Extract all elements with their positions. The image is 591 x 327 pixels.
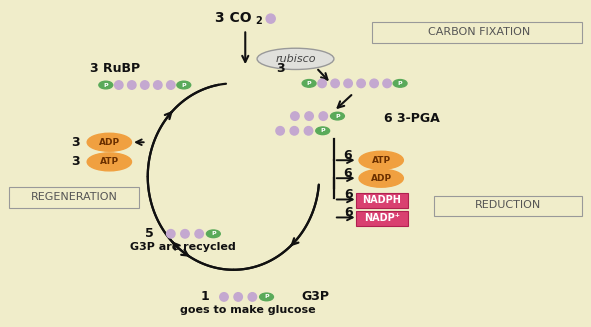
- Text: P: P: [103, 82, 108, 88]
- Ellipse shape: [383, 79, 391, 88]
- Text: 2: 2: [255, 16, 262, 26]
- Ellipse shape: [181, 230, 189, 238]
- Ellipse shape: [305, 112, 313, 120]
- Text: 3 RuBP: 3 RuBP: [90, 62, 140, 75]
- Ellipse shape: [195, 230, 203, 238]
- Ellipse shape: [290, 127, 298, 135]
- Text: REGENERATION: REGENERATION: [31, 192, 117, 202]
- Ellipse shape: [220, 293, 228, 301]
- Text: 3: 3: [71, 136, 80, 149]
- Circle shape: [99, 81, 113, 89]
- Text: 3: 3: [277, 62, 285, 75]
- Ellipse shape: [248, 293, 256, 301]
- Ellipse shape: [234, 293, 242, 301]
- Ellipse shape: [266, 14, 275, 23]
- Text: G3P: G3P: [301, 290, 329, 303]
- FancyBboxPatch shape: [9, 187, 139, 208]
- Ellipse shape: [304, 127, 313, 135]
- Ellipse shape: [331, 79, 339, 88]
- Circle shape: [177, 81, 191, 89]
- Text: 6 3-PGA: 6 3-PGA: [384, 112, 440, 125]
- FancyBboxPatch shape: [372, 22, 582, 43]
- FancyBboxPatch shape: [356, 193, 408, 208]
- Text: 3 CO: 3 CO: [215, 11, 252, 25]
- Text: 1: 1: [201, 290, 210, 303]
- Text: 6: 6: [344, 188, 353, 201]
- Text: rubisco: rubisco: [275, 54, 316, 64]
- Text: P: P: [398, 81, 402, 86]
- Circle shape: [302, 79, 316, 87]
- Text: 6: 6: [344, 206, 353, 219]
- FancyBboxPatch shape: [434, 196, 582, 216]
- Ellipse shape: [115, 81, 123, 89]
- Circle shape: [393, 79, 407, 87]
- Text: 6: 6: [343, 149, 352, 162]
- Ellipse shape: [141, 81, 149, 89]
- Ellipse shape: [167, 230, 175, 238]
- Ellipse shape: [257, 48, 334, 70]
- Ellipse shape: [154, 81, 162, 89]
- Text: ATP: ATP: [372, 156, 391, 165]
- Text: NADP⁺: NADP⁺: [364, 214, 400, 223]
- Ellipse shape: [344, 79, 352, 88]
- Text: REDUCTION: REDUCTION: [475, 200, 541, 210]
- Text: goes to make glucose: goes to make glucose: [180, 305, 316, 315]
- Ellipse shape: [359, 169, 403, 187]
- Text: P: P: [320, 128, 325, 133]
- Text: ADP: ADP: [371, 174, 392, 183]
- Text: ADP: ADP: [99, 138, 120, 147]
- Text: 5: 5: [145, 227, 154, 240]
- FancyBboxPatch shape: [356, 211, 408, 226]
- Ellipse shape: [167, 81, 175, 89]
- Circle shape: [259, 293, 274, 301]
- Ellipse shape: [276, 127, 284, 135]
- Ellipse shape: [319, 112, 327, 120]
- Text: ATP: ATP: [100, 157, 119, 166]
- Text: P: P: [335, 113, 340, 119]
- Ellipse shape: [359, 151, 403, 169]
- Text: NADPH: NADPH: [362, 196, 401, 205]
- Text: 6: 6: [343, 167, 352, 180]
- Text: P: P: [264, 294, 269, 300]
- Ellipse shape: [128, 81, 136, 89]
- Circle shape: [316, 127, 330, 135]
- Text: P: P: [181, 82, 186, 88]
- Ellipse shape: [370, 79, 378, 88]
- Ellipse shape: [318, 79, 326, 88]
- Circle shape: [330, 112, 345, 120]
- Ellipse shape: [291, 112, 299, 120]
- Ellipse shape: [357, 79, 365, 88]
- Text: CARBON FIXATION: CARBON FIXATION: [427, 27, 530, 37]
- Text: 3: 3: [71, 155, 80, 168]
- Text: P: P: [307, 81, 311, 86]
- Ellipse shape: [87, 133, 131, 151]
- Ellipse shape: [87, 153, 131, 171]
- Circle shape: [206, 230, 220, 238]
- Text: G3P are recycled: G3P are recycled: [131, 242, 236, 252]
- Text: P: P: [211, 231, 216, 236]
